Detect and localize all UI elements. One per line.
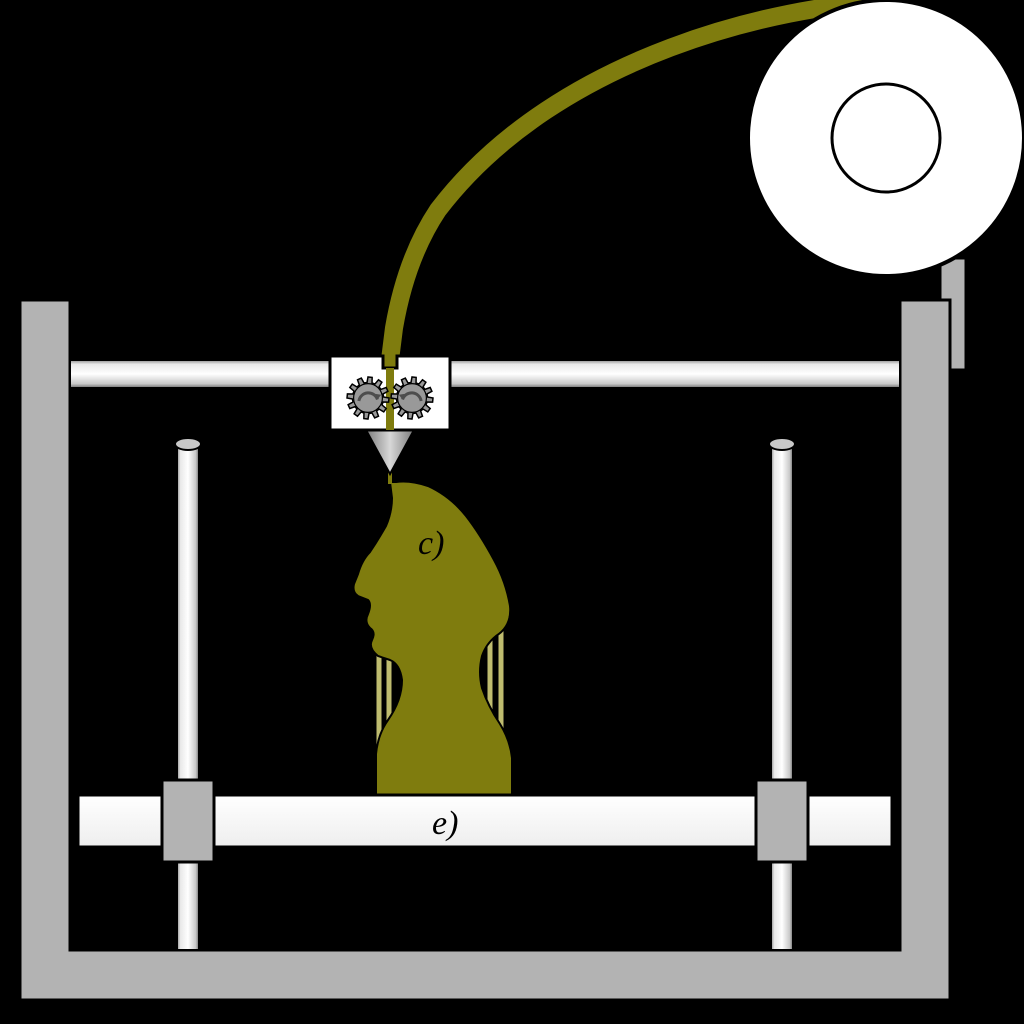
label-e: e) — [432, 805, 458, 842]
filament-spool — [748, 0, 1024, 276]
gantry-rail — [70, 360, 900, 388]
label-c: c) — [418, 525, 444, 562]
fdm-printer-diagram: c) e) — [0, 0, 1024, 1024]
